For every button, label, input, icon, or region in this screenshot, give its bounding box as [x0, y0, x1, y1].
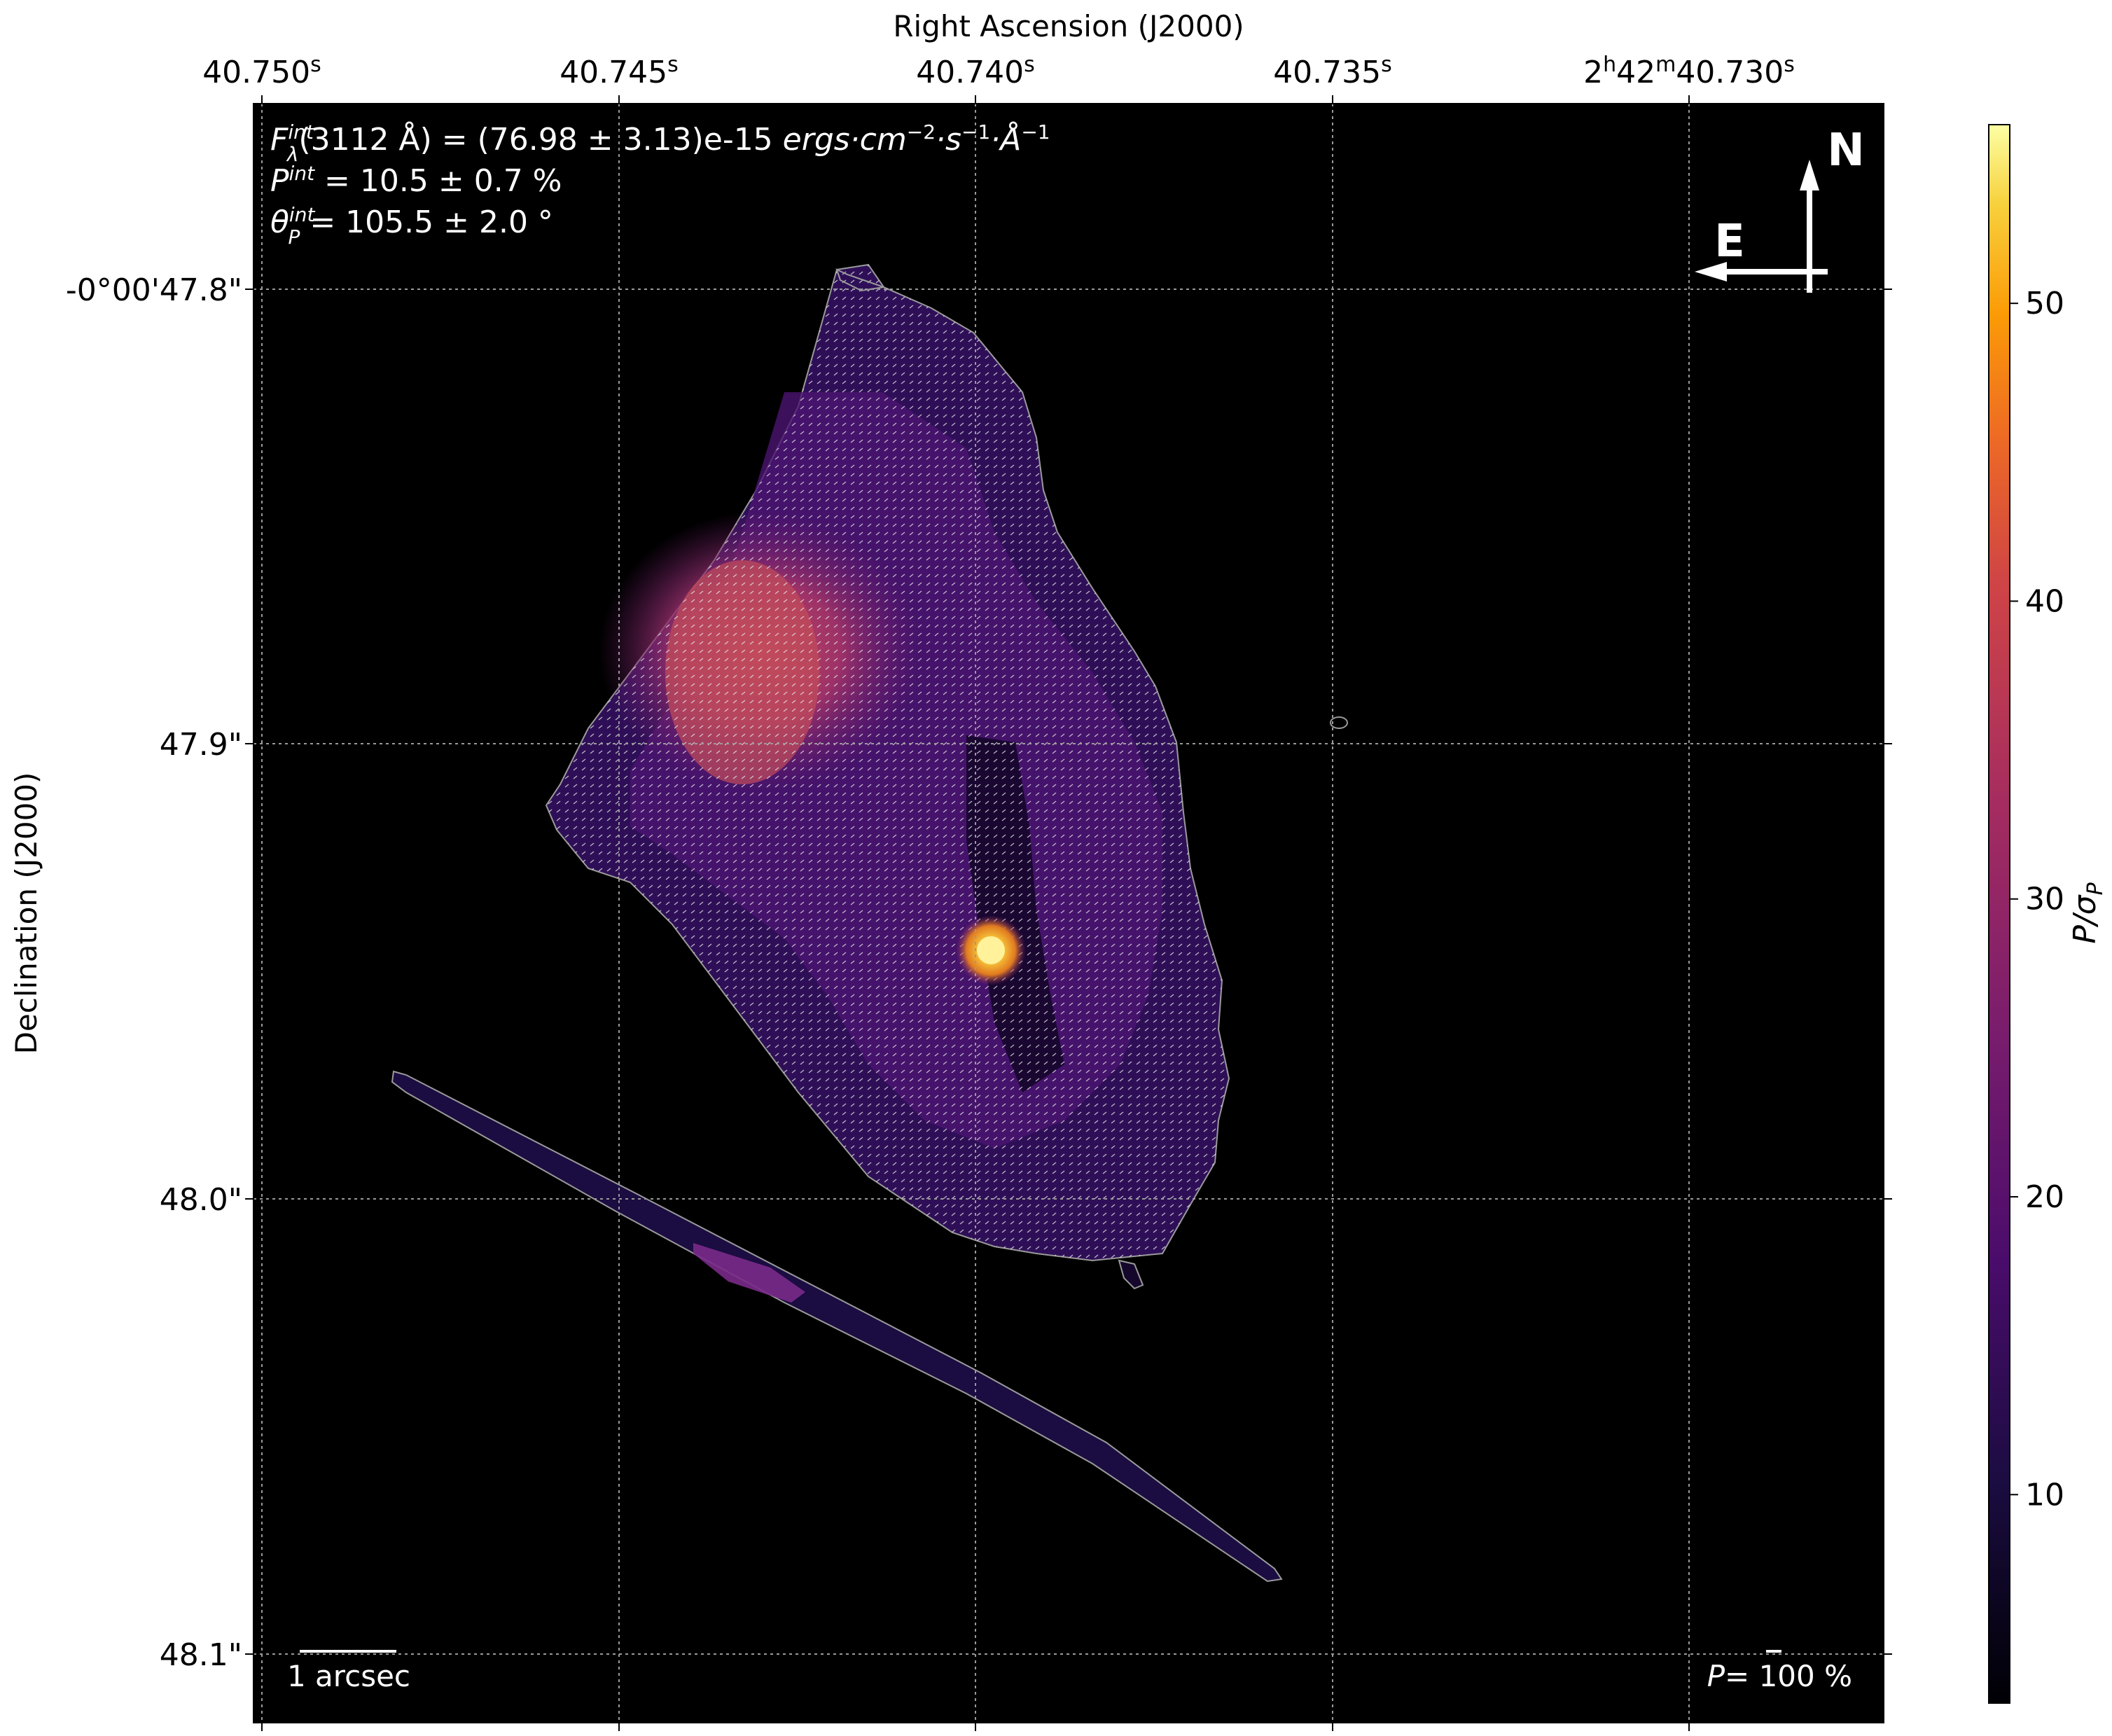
x-tick-label: 2h42m40.730s	[1583, 53, 1795, 90]
x-axis-title: Right Ascension (J2000)	[893, 9, 1244, 43]
contour-blob	[1118, 1259, 1144, 1290]
angle-line: θint P = 105.5 ± 2.0 °	[270, 203, 553, 249]
y-axis-title: Declination (J2000)	[9, 772, 43, 1055]
compass-east-label: E	[1714, 216, 1745, 268]
x-tick-label: 40.745s	[560, 53, 679, 90]
grid-lines	[253, 104, 1884, 1723]
pol-line: Pint = 10.5 ± 0.7 %	[270, 162, 562, 199]
x-tick-label: 40.750s	[202, 53, 321, 90]
polarization-vectors	[546, 265, 1229, 1261]
colorbar-tick-label: 40	[2025, 583, 2064, 619]
integrated-values: Fint λ(3112 Å) = (76.98 ± 3.13)e-15 ergs·…	[270, 120, 1050, 249]
y-tick-label: 48.0"	[160, 1182, 242, 1218]
colorbar-tick-label: 30	[2025, 882, 2064, 917]
colorbar-tick-label: 10	[2025, 1477, 2064, 1513]
colorbar-tick-label: 50	[2025, 286, 2064, 321]
y-tick-label: 48.1"	[160, 1637, 242, 1673]
colorbar-ticks: 10 20 30 40 50	[2010, 286, 2064, 1513]
scale-bar: 1 arcsec	[287, 1650, 410, 1693]
vector-scale-label: P= 100 %	[1707, 1659, 1852, 1693]
vector-scale: P= 100 %	[1707, 1650, 1852, 1693]
scale-bar-label: 1 arcsec	[287, 1659, 410, 1693]
flux-line: Fint λ(3112 Å) = (76.98 ± 3.13)e-15 ergs·…	[270, 120, 1050, 166]
colorbar: 10 20 30 40 50 P/σP	[1988, 124, 2108, 1704]
streak-bright-segment	[693, 1243, 805, 1303]
colorbar-label: P/σP	[2067, 882, 2108, 943]
compass-north-label: N	[1827, 125, 1865, 176]
x-axis-ticks: 40.750s 40.745s 40.740s 40.735s 2h42m40.730s	[202, 53, 1795, 1731]
plot-frame	[253, 103, 1884, 1723]
x-tick-label: 40.735s	[1273, 53, 1392, 90]
y-axis-ticks: -0°00'47.8" 47.9" 48.0" 48.1"	[66, 272, 1892, 1673]
central-source-core	[977, 936, 1005, 964]
y-tick-label: 47.9"	[160, 727, 242, 763]
contour-blob	[1330, 716, 1348, 729]
compass: N E	[1695, 125, 1865, 293]
x-tick-label: 40.740s	[916, 53, 1035, 90]
y-tick-label: -0°00'47.8"	[66, 272, 242, 308]
colorbar-tick-label: 20	[2025, 1179, 2064, 1215]
colorbar-gradient	[1988, 124, 2010, 1704]
